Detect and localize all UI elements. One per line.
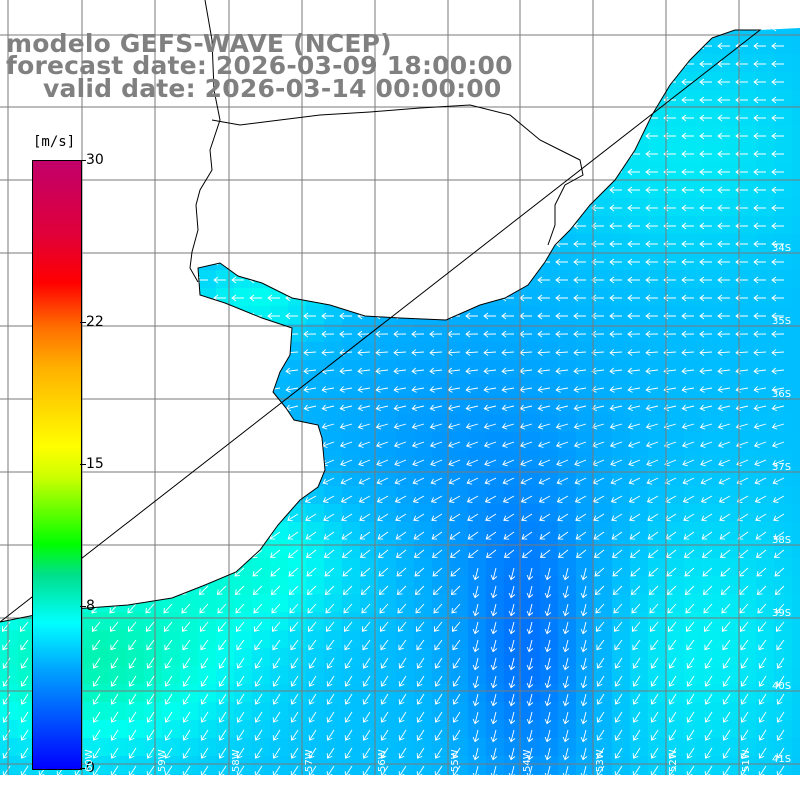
model-title: modelo GEFS-WAVE (NCEP)	[6, 29, 392, 58]
colorbar-tick-mark	[80, 464, 86, 465]
wind-map	[0, 0, 800, 775]
latitude-label: 35S	[772, 316, 792, 327]
graticule	[0, 0, 800, 775]
latitude-label: 41S	[772, 754, 792, 765]
longitude-label: 53W	[595, 749, 606, 772]
latitude-label: 38S	[772, 535, 792, 546]
latitude-label: 37S	[772, 462, 792, 473]
colorbar-tick-label: 30	[86, 152, 104, 168]
colorbar-tick-mark	[80, 160, 86, 161]
colorbar-tick-mark	[80, 322, 86, 324]
colorbar-unit-label: [m/s]	[33, 134, 76, 150]
colorbar	[32, 160, 82, 770]
country-border	[211, 104, 584, 246]
forecast-date: forecast date: 2026-03-09 18:00:00	[6, 51, 513, 80]
latitude-label: 39S	[772, 608, 792, 619]
colorbar-tick-mark	[80, 605, 86, 607]
colorbar-tick-label: 0	[86, 760, 95, 776]
colorbar-tick-label: 8	[86, 597, 95, 614]
colorbar-tick-label: 15	[86, 456, 104, 472]
latitude-label: 36S	[772, 389, 792, 400]
longitude-label: 56W	[377, 749, 388, 772]
longitude-label: 58W	[231, 749, 242, 772]
coastline	[0, 29, 762, 623]
colorbar-tick-label: 22	[86, 314, 104, 331]
longitude-label: 59W	[157, 749, 168, 772]
longitude-label: 57W	[304, 749, 315, 772]
longitude-label: 55W	[450, 749, 461, 772]
latitude-label: 34S	[772, 243, 792, 254]
colorbar-tick-mark	[80, 768, 86, 769]
longitude-label: 51W	[741, 749, 752, 772]
valid-date: valid date: 2026-03-14 00:00:00	[43, 74, 502, 103]
latitude-label: 40S	[772, 681, 792, 692]
wind-speed-field	[0, 28, 800, 775]
longitude-label: 60W	[84, 749, 95, 772]
map-canvas	[0, 0, 800, 775]
longitude-label: 54W	[522, 749, 533, 772]
river-border	[189, 0, 221, 283]
longitude-label: 52W	[668, 749, 679, 772]
